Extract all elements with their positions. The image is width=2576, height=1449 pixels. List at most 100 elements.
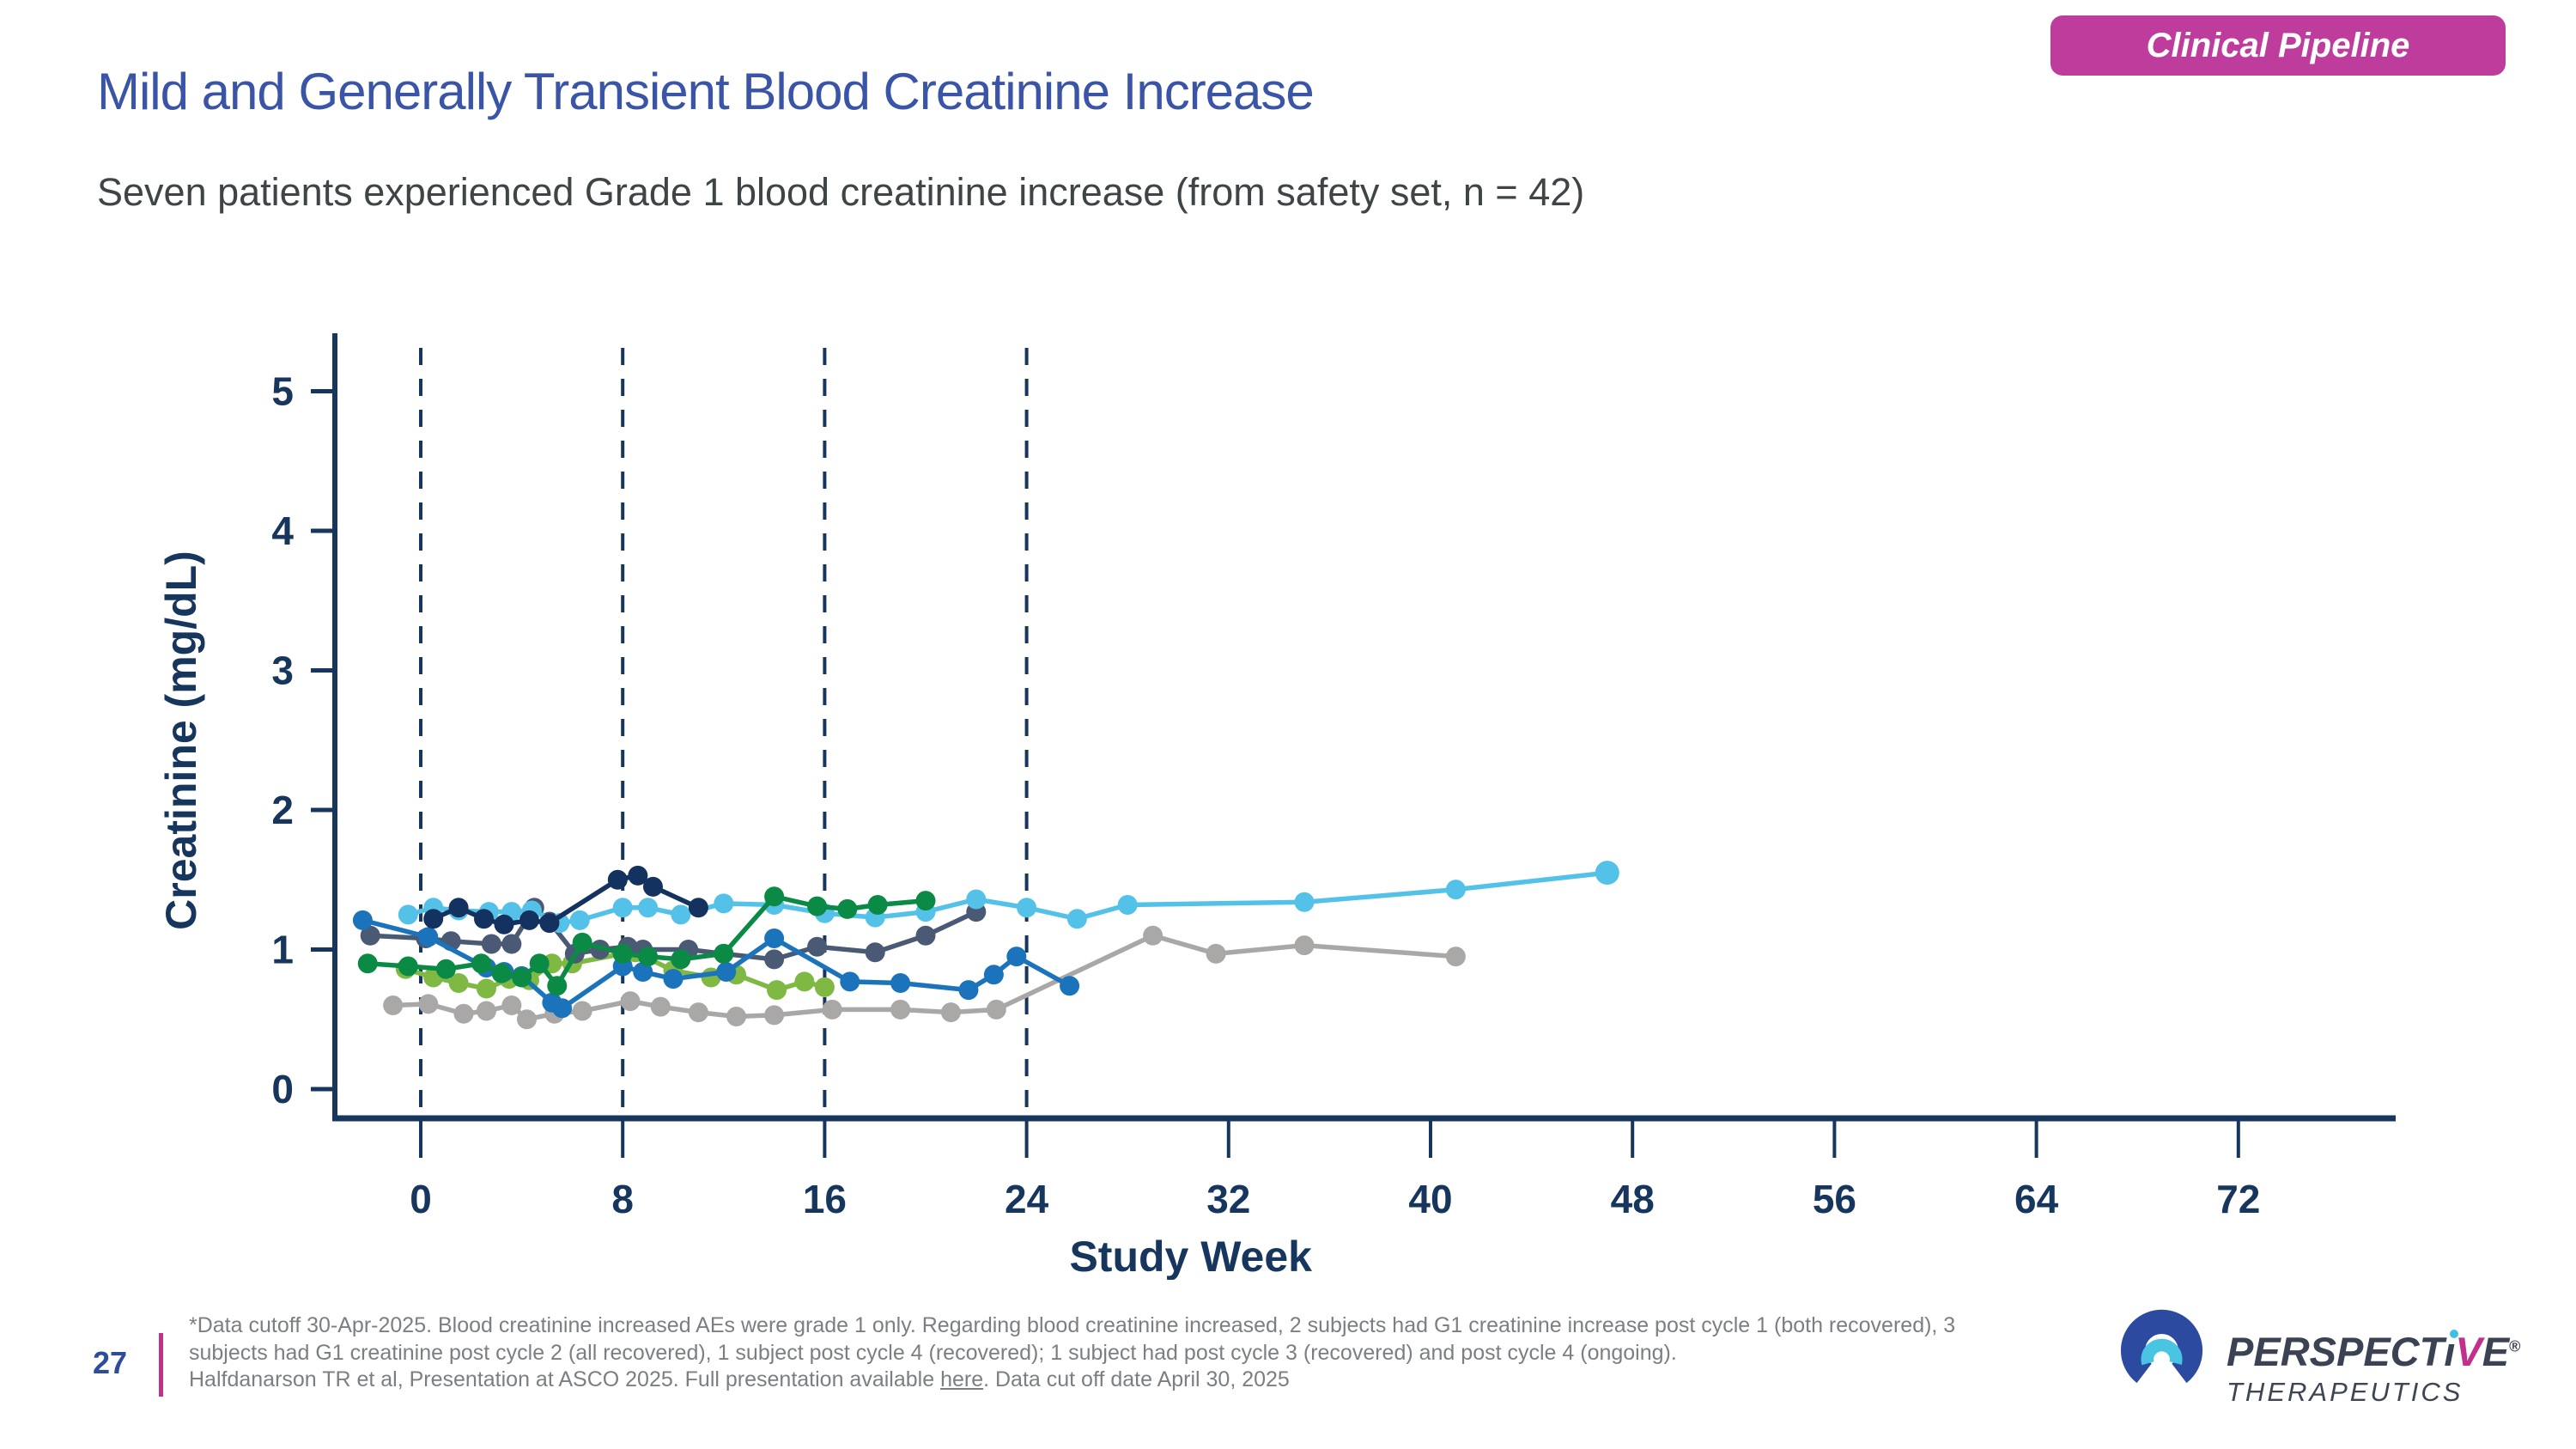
data-point bbox=[357, 953, 378, 974]
x-tick-label: 48 bbox=[1611, 1177, 1655, 1221]
data-point bbox=[547, 976, 568, 996]
series-patient-5-green bbox=[357, 886, 936, 996]
data-point bbox=[1017, 898, 1037, 918]
data-point bbox=[620, 991, 641, 1012]
footer-divider-bar bbox=[159, 1333, 163, 1397]
data-point bbox=[633, 962, 653, 982]
data-point bbox=[986, 999, 1006, 1020]
x-tick-label: 56 bbox=[1813, 1177, 1856, 1221]
data-point bbox=[663, 969, 683, 989]
y-tick-label: 3 bbox=[271, 648, 294, 693]
footnote-line-1: *Data cutoff 30-Apr-2025. Blood creatini… bbox=[189, 1313, 1956, 1337]
data-point bbox=[915, 925, 936, 946]
data-point bbox=[569, 910, 590, 930]
data-point bbox=[814, 977, 835, 997]
data-point bbox=[516, 1009, 537, 1030]
data-point bbox=[714, 893, 734, 914]
data-point bbox=[501, 934, 522, 954]
logo-word-therapeutics: THERAPEUTICS bbox=[2227, 1377, 2464, 1407]
logo-arch-icon bbox=[2120, 1309, 2203, 1391]
data-point bbox=[383, 995, 404, 1015]
data-point bbox=[512, 967, 532, 988]
logo-word-perspective: PERSPECTı VE® bbox=[2227, 1328, 2520, 1375]
data-point bbox=[476, 1001, 496, 1021]
data-point bbox=[519, 910, 539, 930]
presentation-link[interactable]: here bbox=[940, 1367, 984, 1391]
data-point bbox=[688, 898, 708, 918]
data-point bbox=[1294, 935, 1315, 956]
creatinine-chart: 0 1 2 3 4 5 0 8 16 24 32 40 48 56 64 72 Creatinine (mg/d… bbox=[129, 318, 2447, 1281]
data-point bbox=[476, 978, 496, 999]
data-point bbox=[1595, 861, 1619, 886]
data-point bbox=[539, 913, 560, 934]
data-point bbox=[650, 996, 671, 1017]
data-point bbox=[1445, 947, 1466, 967]
data-point bbox=[983, 965, 1004, 985]
x-axis-title: Study Week bbox=[1069, 1233, 1312, 1280]
data-point bbox=[764, 1005, 785, 1026]
series-patient-2-navy bbox=[423, 865, 708, 935]
data-point bbox=[671, 904, 691, 925]
x-tick-label: 0 bbox=[410, 1177, 432, 1221]
page-subtitle: Seven patients experienced Grade 1 blood… bbox=[97, 170, 1585, 214]
y-tick-label: 5 bbox=[271, 369, 294, 414]
data-point bbox=[767, 980, 787, 1001]
data-point bbox=[360, 925, 380, 946]
data-point bbox=[642, 876, 663, 897]
logo-wordmark: PERSPECTı VE® THERAPEUTICS bbox=[2227, 1309, 2520, 1408]
y-axis-title: Creatinine (mg/dL) bbox=[157, 551, 205, 930]
data-point bbox=[418, 994, 439, 1014]
page-title: Mild and Generally Transient Blood Creat… bbox=[97, 63, 1315, 120]
data-point bbox=[807, 896, 828, 916]
data-point bbox=[1060, 976, 1080, 996]
series-patient-1-skyblue bbox=[398, 861, 1619, 934]
data-point bbox=[572, 1001, 592, 1021]
data-point bbox=[867, 895, 888, 915]
data-point bbox=[448, 898, 469, 918]
data-point bbox=[352, 910, 373, 930]
data-point bbox=[638, 898, 659, 918]
data-point bbox=[714, 943, 734, 964]
logo-letter-e: E bbox=[2482, 1329, 2510, 1374]
footnote-block: *Data cutoff 30-Apr-2025. Blood creatini… bbox=[189, 1312, 2095, 1394]
data-point bbox=[671, 949, 691, 970]
data-point bbox=[1294, 892, 1315, 912]
data-point bbox=[1117, 895, 1138, 915]
data-point bbox=[794, 971, 815, 992]
logo-i-stem: ı bbox=[2444, 1329, 2456, 1374]
y-tick-label: 0 bbox=[271, 1067, 294, 1111]
x-tick-label: 8 bbox=[611, 1177, 634, 1221]
cycle-guide-lines bbox=[419, 348, 1029, 1118]
footnote-line-3-pre: Halfdanarson TR et al, Presentation at A… bbox=[189, 1367, 941, 1391]
page-number: 27 bbox=[93, 1345, 128, 1380]
data-point bbox=[940, 1002, 961, 1023]
data-point bbox=[1143, 925, 1163, 946]
data-point bbox=[840, 971, 860, 992]
series-patient-7-gray bbox=[383, 925, 1466, 1030]
data-point bbox=[1206, 943, 1226, 964]
data-point bbox=[474, 909, 494, 929]
data-point bbox=[890, 973, 911, 993]
data-point bbox=[448, 973, 469, 993]
data-point bbox=[764, 886, 785, 907]
data-point bbox=[529, 953, 550, 974]
data-point bbox=[726, 1007, 746, 1026]
data-point bbox=[612, 943, 633, 964]
logo-letter-i: ı bbox=[2444, 1328, 2459, 1375]
data-point bbox=[1066, 909, 1087, 929]
data-point bbox=[807, 936, 828, 957]
y-tick-label: 4 bbox=[271, 508, 294, 553]
perspective-therapeutics-logo: PERSPECTı VE® THERAPEUTICS bbox=[2112, 1309, 2520, 1408]
logo-letter-v: V bbox=[2455, 1329, 2482, 1374]
data-point bbox=[822, 999, 842, 1020]
data-point bbox=[915, 891, 936, 911]
data-point bbox=[453, 1003, 474, 1024]
data-point bbox=[471, 953, 492, 974]
data-point bbox=[628, 865, 648, 886]
data-point bbox=[423, 909, 444, 929]
data-point bbox=[481, 934, 501, 954]
data-point bbox=[607, 869, 628, 890]
data-point bbox=[890, 999, 911, 1020]
data-point bbox=[572, 932, 592, 953]
